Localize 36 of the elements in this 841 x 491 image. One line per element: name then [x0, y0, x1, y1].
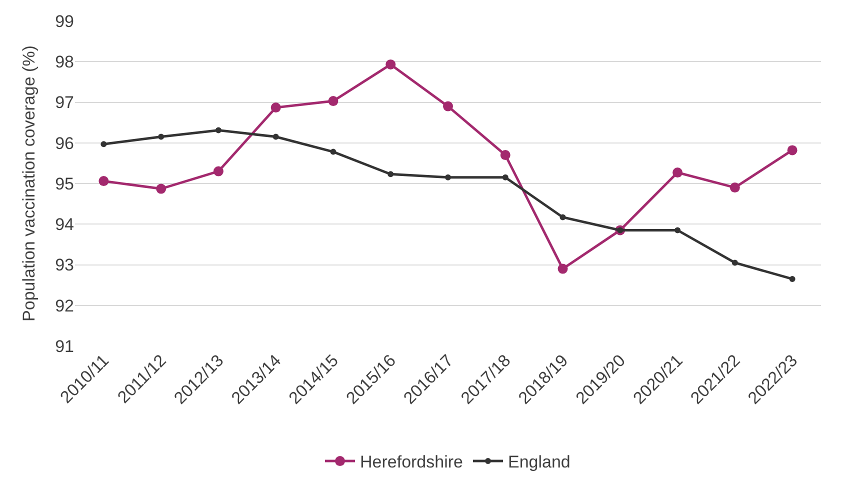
point: [730, 182, 740, 193]
y-tick-label: 97: [55, 93, 74, 112]
point: [443, 101, 453, 112]
point: [445, 174, 451, 180]
point: [502, 174, 508, 180]
point: [270, 102, 281, 113]
point: [672, 168, 683, 178]
point: [558, 264, 568, 274]
legend-label: Herefordshire: [360, 452, 463, 472]
y-tick-label: 96: [55, 134, 74, 153]
legend-label: England: [508, 452, 570, 472]
point: [386, 59, 396, 70]
point: [213, 166, 224, 176]
point: [789, 276, 796, 282]
point: [330, 148, 336, 155]
point: [674, 227, 681, 234]
y-tick-label: 98: [55, 52, 74, 72]
point: [388, 171, 394, 178]
point: [156, 184, 166, 194]
point: [215, 127, 222, 134]
point: [500, 150, 510, 160]
point: [98, 176, 109, 186]
point: [560, 214, 566, 220]
point: [272, 134, 279, 140]
point: [328, 96, 338, 106]
y-tick-label: 99: [55, 12, 74, 31]
point: [787, 145, 798, 156]
point: [732, 260, 738, 266]
y-tick-label: 94: [55, 215, 74, 234]
point: [158, 134, 164, 140]
y-axis-title: Population vaccination coverage (%): [20, 46, 39, 322]
y-tick-label: 91: [55, 336, 74, 356]
y-tick-label: 95: [55, 174, 74, 194]
y-tick-label: 92: [55, 296, 74, 316]
y-tick-label: 93: [55, 256, 74, 275]
point: [100, 141, 107, 148]
